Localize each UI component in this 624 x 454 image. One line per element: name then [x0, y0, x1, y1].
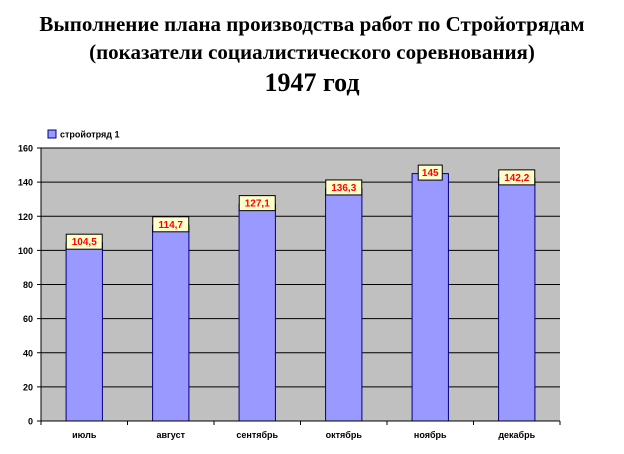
legend: стройотряд 1 — [47, 129, 119, 140]
bar — [238, 203, 276, 422]
gridlines — [41, 147, 560, 388]
y-tick-label: 40 — [23, 348, 33, 358]
bar — [152, 224, 190, 422]
y-tick-label: 100 — [18, 246, 33, 256]
x-tick-label: ноябрь — [414, 430, 447, 440]
x-tick-label: октябрь — [326, 430, 363, 440]
bar — [411, 173, 449, 422]
data-label: 127,1 — [245, 199, 270, 210]
y-tick-label: 80 — [23, 280, 33, 290]
data-label: 114,7 — [159, 220, 184, 231]
y-tick-label: 20 — [23, 382, 33, 392]
bar — [325, 187, 363, 422]
bars: 104,5 114,7 127,1 136,3 145 142,2 — [65, 164, 536, 422]
x-tick-label: август — [157, 430, 186, 440]
y-tick-label: 140 — [18, 178, 33, 188]
x-tick-label: июль — [72, 430, 97, 440]
data-label-box — [65, 233, 103, 250]
y-tick-label: 120 — [18, 212, 33, 222]
legend-swatch — [47, 129, 57, 139]
data-label-box — [152, 216, 190, 233]
x-axis: июль август сентябрь октябрь ноябрь декабрь — [40, 420, 561, 440]
y-tick-label: 60 — [23, 314, 33, 324]
y-tick-label: 160 — [18, 144, 33, 154]
chart-title-line1: Выполнение плана производства работ по С… — [39, 12, 585, 36]
legend-label: стройотряд 1 — [60, 130, 119, 140]
data-label: 104,5 — [72, 237, 97, 248]
data-label-box — [238, 195, 276, 212]
bar — [498, 177, 536, 422]
data-label: 145 — [422, 168, 439, 179]
chart-year: 1947 год — [264, 68, 360, 97]
chart-title-line2: (показатели социалистического соревнован… — [89, 40, 535, 64]
x-tick-label: сентябрь — [236, 430, 278, 440]
data-label: 142,2 — [504, 173, 529, 184]
x-tick-label: декабрь — [498, 430, 535, 440]
data-label-box — [498, 169, 536, 186]
bar — [65, 242, 103, 422]
y-axis: 0 20 40 60 80 100 120 140 160 — [18, 144, 42, 427]
y-tick-label: 0 — [28, 417, 33, 427]
data-label-box — [325, 179, 363, 196]
data-label: 136,3 — [331, 183, 356, 194]
data-label-box — [417, 164, 443, 181]
